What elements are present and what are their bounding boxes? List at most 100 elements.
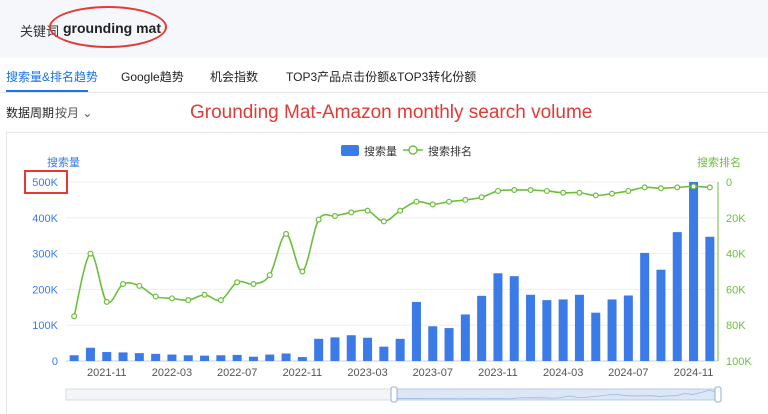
bar-search-volume <box>297 357 307 361</box>
point-search-rank <box>152 293 159 300</box>
bar-search-volume <box>379 346 389 361</box>
bar-search-volume <box>69 355 79 361</box>
point-search-rank <box>543 187 550 194</box>
point-search-rank <box>283 230 290 237</box>
bar-search-volume <box>167 354 177 361</box>
right-tick-label: 40K <box>726 249 746 261</box>
bar-search-volume <box>689 182 699 361</box>
point-search-rank <box>250 281 257 288</box>
bar-search-volume <box>232 354 242 361</box>
bar-search-volume <box>200 355 210 361</box>
bar-search-volume <box>428 326 438 361</box>
active-tab-indicator <box>6 90 88 92</box>
keyword-highlight-circle <box>49 6 167 48</box>
bar-search-volume <box>281 353 291 361</box>
x-tick-label: 2021-11 <box>87 367 127 379</box>
period-select[interactable]: 按月 ⌄ <box>55 104 92 121</box>
bar-search-volume <box>330 337 340 361</box>
point-search-rank <box>429 201 436 208</box>
bar-search-volume <box>151 353 161 361</box>
right-axis-title: 搜索排名 <box>697 155 741 169</box>
tab-top3-share[interactable]: TOP3产品点击份额&TOP3转化份额 <box>286 70 477 84</box>
point-search-rank <box>120 281 127 288</box>
point-search-rank <box>201 291 208 298</box>
zoom-handle-left[interactable] <box>390 386 398 403</box>
legend-bar-swatch <box>341 145 359 156</box>
x-tick-label: 2024-11 <box>674 367 714 379</box>
bar-search-volume <box>591 312 601 361</box>
legend-bar-label: 搜索量 <box>364 144 397 158</box>
point-search-rank <box>413 198 420 205</box>
tab-google-trends[interactable]: Google趋势 <box>121 70 184 84</box>
right-tick-label: 80K <box>726 320 746 332</box>
bar-search-volume <box>183 355 193 361</box>
point-search-rank <box>706 184 713 191</box>
tab-opportunity-index[interactable]: 机会指数 <box>210 70 259 84</box>
bar-search-volume <box>248 356 258 361</box>
bar-search-volume <box>558 299 568 361</box>
tab-search-volume-rank[interactable]: 搜索量&排名趋势 <box>6 70 99 84</box>
right-tick-label: 100K <box>726 356 752 368</box>
bar-search-volume <box>493 273 503 361</box>
bar-search-volume <box>526 294 536 361</box>
bar-search-volume <box>102 352 112 361</box>
point-search-rank <box>560 189 567 196</box>
left-tick-label: 200K <box>32 284 58 296</box>
left-tick-label: 400K <box>32 213 58 225</box>
bar-search-volume <box>216 355 226 361</box>
left-tick-label: 500K <box>32 177 58 189</box>
legend-line-marker <box>408 145 418 155</box>
legend-line-label: 搜索排名 <box>428 144 472 158</box>
point-search-rank <box>168 295 175 302</box>
bar-search-volume <box>265 354 275 361</box>
point-search-rank <box>690 183 697 190</box>
point-search-rank <box>494 187 501 194</box>
bar-search-volume <box>346 335 356 361</box>
unit-highlight-box <box>24 170 68 194</box>
bar-search-volume <box>705 236 715 361</box>
bar-search-volume <box>363 337 373 361</box>
x-tick-label: 2024-03 <box>543 367 583 379</box>
point-search-rank <box>576 189 583 196</box>
point-search-rank <box>331 213 338 220</box>
x-tick-label: 2022-11 <box>283 367 323 379</box>
point-search-rank <box>527 187 534 194</box>
x-tick-label: 2022-03 <box>152 367 192 379</box>
chart-panel <box>6 132 768 414</box>
zoom-handle-right[interactable] <box>714 386 722 403</box>
tab-bar: 搜索量&排名趋势 Google趋势 机会指数 TOP3产品点击份额&TOP3转化… <box>0 58 768 93</box>
bar-search-volume <box>509 276 519 361</box>
point-search-rank <box>657 185 664 192</box>
bar-search-volume <box>118 352 128 361</box>
x-tick-label: 2024-07 <box>608 367 648 379</box>
point-search-rank <box>348 209 355 216</box>
x-tick-label: 2023-03 <box>347 367 387 379</box>
left-axis-title: 搜索量 <box>47 155 80 169</box>
point-search-rank <box>217 297 224 304</box>
keyword-bar: 关键词 grounding mat <box>0 0 768 58</box>
bar-search-volume <box>623 295 633 361</box>
point-search-rank <box>266 272 273 279</box>
point-search-rank <box>71 313 78 320</box>
bar-search-volume <box>672 232 682 361</box>
bar-search-volume <box>460 314 470 361</box>
point-search-rank <box>136 282 143 289</box>
point-search-rank <box>446 198 453 205</box>
point-search-rank <box>185 297 192 304</box>
bar-search-volume <box>444 328 454 361</box>
x-tick-label: 2022-07 <box>217 367 257 379</box>
bar-search-volume <box>85 347 95 361</box>
bar-search-volume <box>542 300 552 361</box>
x-tick-label: 2023-11 <box>478 367 518 379</box>
point-search-rank <box>315 216 322 223</box>
bar-search-volume <box>607 299 617 361</box>
bar-search-volume <box>477 295 487 361</box>
right-tick-label: 20K <box>726 213 746 225</box>
point-search-rank <box>641 184 648 191</box>
left-tick-label: 300K <box>32 249 58 261</box>
point-search-rank <box>299 268 306 275</box>
bar-search-volume <box>134 353 144 361</box>
x-tick-label: 2023-07 <box>413 367 453 379</box>
right-tick-label: 60K <box>726 284 746 296</box>
point-search-rank <box>87 250 94 257</box>
